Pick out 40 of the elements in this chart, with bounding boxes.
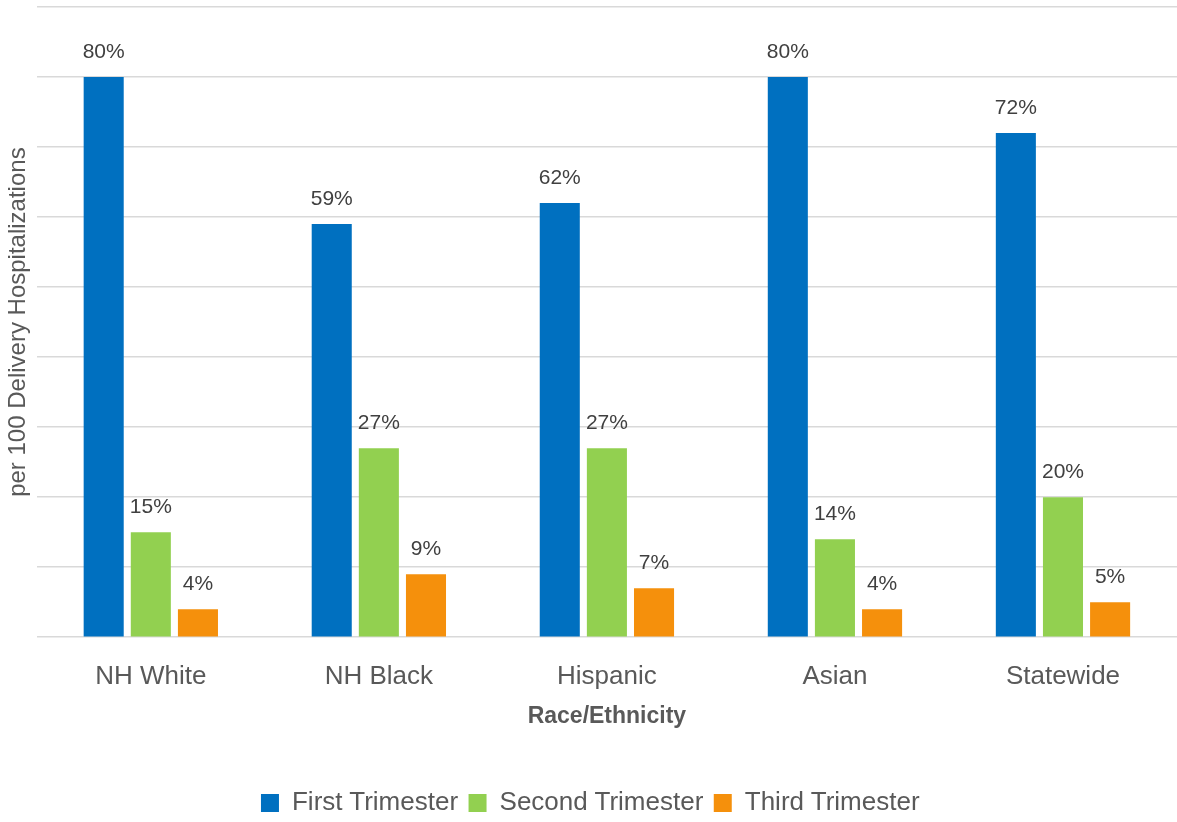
bar [862,609,903,637]
legend-label: Second Trimester [499,786,704,817]
bar [767,77,808,637]
bar [539,203,580,637]
x-tick-label: Statewide [1005,659,1121,690]
data-label: 7% [638,550,670,574]
x-tick-label: NH White [95,659,207,690]
bar [405,574,447,637]
bar [814,539,855,637]
data-label: 20% [1041,459,1084,483]
x-tick-label: Hispanic [557,659,657,690]
bar [1090,602,1131,637]
data-label: 80% [766,39,809,63]
data-label: 15% [129,494,172,518]
bar [83,77,124,637]
data-label: 4% [182,571,214,595]
data-label: 72% [994,95,1037,119]
bar [177,609,218,637]
bar [130,532,171,637]
bar [311,224,352,637]
legend-label: First Trimester [291,786,459,817]
data-label: 62% [538,165,581,189]
data-label: 4% [866,571,898,595]
legend-label: Third Trimester [744,786,920,817]
x-tick-label: Asian [802,659,868,690]
bar [634,588,675,637]
x-axis-title: Race/Ethnicity [527,701,687,728]
data-label: 80% [82,39,125,63]
data-label: 14% [813,501,856,525]
bar [358,448,399,637]
bar [1042,497,1084,637]
bar [995,133,1036,637]
y-axis-title: per 100 Delivery Hospitalizations [3,147,31,497]
bar [586,448,627,637]
data-label: 9% [410,536,442,560]
data-label: 59% [310,186,353,210]
data-label: 27% [357,410,400,434]
data-label: 5% [1094,564,1126,588]
x-tick-label: NH Black [324,659,435,690]
data-label: 27% [585,410,628,434]
